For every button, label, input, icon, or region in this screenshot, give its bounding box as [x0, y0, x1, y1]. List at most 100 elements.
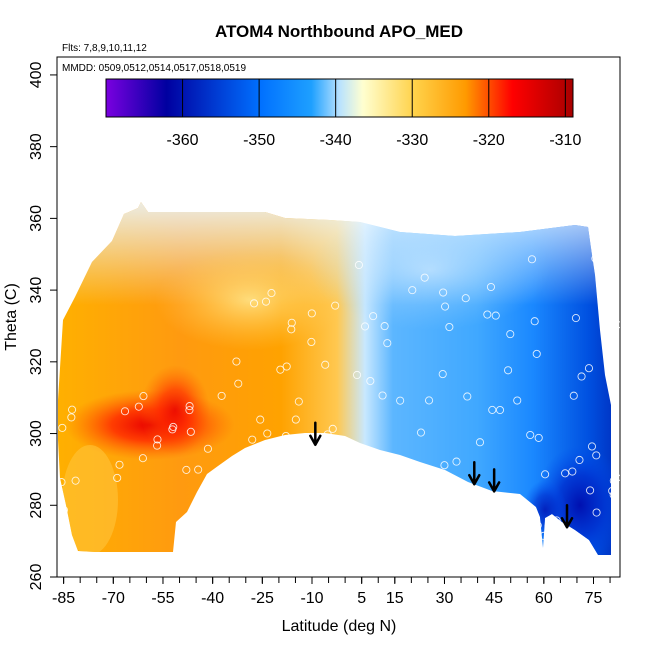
x-tick-label: 60: [535, 590, 553, 607]
sample-point: [552, 516, 561, 525]
sample-point: [591, 254, 600, 263]
colorbar-tick-label: -320: [473, 132, 505, 149]
x-tick-label: 15: [386, 590, 404, 607]
arrow-marker: [309, 421, 322, 447]
y-tick-label: 320: [28, 348, 45, 375]
x-tick-label: 30: [436, 590, 454, 607]
colorbar-tick-label: -310: [549, 132, 581, 149]
sample-point: [138, 454, 147, 463]
sample-point: [232, 357, 241, 366]
sample-point: [539, 531, 548, 540]
colorbar-strip: [105, 78, 574, 118]
sample-point: [420, 273, 429, 282]
sample-point: [139, 392, 148, 401]
y-axis: 260 280 300 320 340 360 380 400: [28, 61, 57, 590]
sample-point: [294, 397, 303, 406]
sample-point: [380, 322, 389, 331]
sample-point: [609, 490, 618, 500]
sample-point: [185, 402, 194, 411]
sample-point: [331, 301, 340, 310]
x-tick-label: -85: [52, 590, 75, 607]
x-tick-label: -40: [201, 590, 224, 607]
sample-point: [203, 444, 213, 453]
sample-point: [609, 476, 618, 485]
sample-point: [185, 406, 194, 415]
sample-point: [59, 506, 68, 515]
chart-title: ATOM4 Northbound APO_MED: [215, 22, 463, 41]
sample-point: [506, 330, 515, 339]
sample-point: [491, 311, 500, 320]
sample-point: [182, 465, 191, 474]
sample-point: [353, 370, 362, 380]
x-axis: -85 -70 -55 -40 -25 -10 5 15 30 45 60 75: [52, 577, 611, 607]
sample-point: [530, 317, 539, 326]
sample-point: [569, 391, 578, 400]
sample-point: [67, 413, 76, 422]
sample-point: [113, 473, 122, 482]
sample-points: [57, 254, 620, 540]
sample-point: [463, 392, 472, 401]
arrow-marker: [560, 504, 574, 529]
sample-point: [445, 322, 454, 332]
sample-point: [592, 451, 601, 460]
sample-point: [584, 364, 594, 373]
x-tick-label: 75: [585, 590, 603, 607]
sample-point: [287, 318, 296, 327]
sample-point: [134, 402, 143, 411]
sample-point: [275, 440, 284, 450]
sample-point: [486, 282, 496, 292]
sample-point: [71, 476, 80, 485]
sample-point: [461, 294, 470, 303]
x-axis-title: Latitude (deg N): [282, 618, 397, 635]
sample-point: [396, 396, 405, 405]
y-tick-label: 300: [28, 420, 45, 447]
sample-point: [495, 405, 505, 415]
sample-point: [483, 310, 492, 319]
sample-point: [440, 461, 449, 470]
sample-point: [425, 396, 434, 405]
sample-point: [186, 427, 195, 436]
sample-point: [532, 349, 541, 358]
sample-point: [586, 486, 595, 495]
sample-point: [153, 435, 162, 444]
sample-point: [234, 379, 243, 388]
sample-point: [276, 365, 285, 374]
sample-point: [217, 391, 226, 400]
sample-point: [153, 441, 162, 450]
sample-point: [194, 465, 203, 474]
sample-point: [504, 366, 513, 375]
sample-point: [366, 376, 375, 386]
sample-point: [575, 455, 584, 465]
y-tick-label: 380: [28, 133, 45, 160]
sample-point: [416, 428, 426, 437]
sample-point: [291, 415, 300, 424]
y-tick-label: 280: [28, 492, 45, 519]
y-tick-label: 260: [28, 564, 45, 591]
x-tick-label: -10: [300, 590, 323, 607]
sample-point: [249, 299, 259, 308]
sample-point: [552, 522, 561, 531]
colorbar-tick-label: -360: [167, 132, 199, 149]
sample-point: [267, 289, 276, 298]
sample-point: [475, 438, 485, 447]
sample-point: [541, 470, 550, 479]
sample-point: [607, 329, 616, 338]
sample-point: [613, 320, 620, 329]
sample-point: [263, 429, 272, 438]
sample-point: [441, 302, 450, 311]
sample-point: [534, 433, 543, 442]
sample-point: [316, 441, 325, 450]
sample-point: [58, 423, 67, 432]
sample-point: [527, 255, 537, 264]
sample-point: [438, 370, 447, 379]
sample-point: [369, 312, 378, 321]
x-tick-label: -70: [102, 590, 125, 607]
sample-point: [195, 507, 204, 516]
sample-point: [452, 457, 461, 466]
y-axis-title: Theta (C): [3, 283, 20, 351]
x-tick-label: -55: [151, 590, 174, 607]
arrow-markers: [309, 421, 574, 529]
dates-note: MMDD: 0509,0512,0514,0517,0518,0519: [62, 63, 246, 74]
sample-point: [115, 460, 124, 469]
sample-point: [120, 407, 130, 416]
